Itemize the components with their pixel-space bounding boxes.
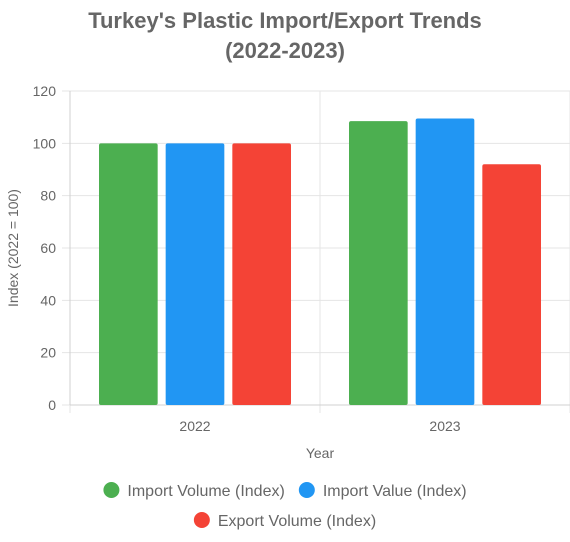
y-tick-label: 120 xyxy=(33,83,57,99)
bar xyxy=(349,121,408,405)
legend-label: Export Volume (Index) xyxy=(218,513,376,530)
chart-title-line-1: Turkey's Plastic Import/Export Trends xyxy=(88,8,482,33)
bar xyxy=(232,143,291,406)
x-tick-label: 2023 xyxy=(429,418,460,434)
bar xyxy=(165,143,225,406)
chart-title: Turkey's Plastic Import/Export Trends (2… xyxy=(0,6,570,66)
legend-marker xyxy=(298,482,315,498)
y-tick-label: 40 xyxy=(40,292,56,308)
y-tick-label: 0 xyxy=(48,397,56,413)
bar xyxy=(415,118,475,405)
chart-title-line-2: (2022-2023) xyxy=(225,38,345,63)
y-tick-label: 100 xyxy=(33,135,57,151)
legend: Import Volume (Index) Import Value (Index… xyxy=(103,482,467,530)
bar xyxy=(99,143,158,406)
legend-marker xyxy=(103,482,120,498)
bar xyxy=(482,164,541,405)
x-axis-label: Year xyxy=(306,445,335,461)
legend-label: Import Volume (Index) xyxy=(127,483,284,500)
y-axis-label: Index (2022 = 100) xyxy=(5,189,21,307)
x-tick-label: 2022 xyxy=(179,418,210,434)
legend-label: Import Value (Index) xyxy=(323,483,467,500)
y-tick-label: 20 xyxy=(40,345,56,361)
y-tick-label: 60 xyxy=(40,240,56,256)
y-tick-label: 80 xyxy=(40,188,56,204)
tick-labels: 0 20 40 60 80 100 120 2022 2023 xyxy=(33,83,461,434)
legend-marker xyxy=(193,512,210,528)
bars xyxy=(99,118,541,406)
